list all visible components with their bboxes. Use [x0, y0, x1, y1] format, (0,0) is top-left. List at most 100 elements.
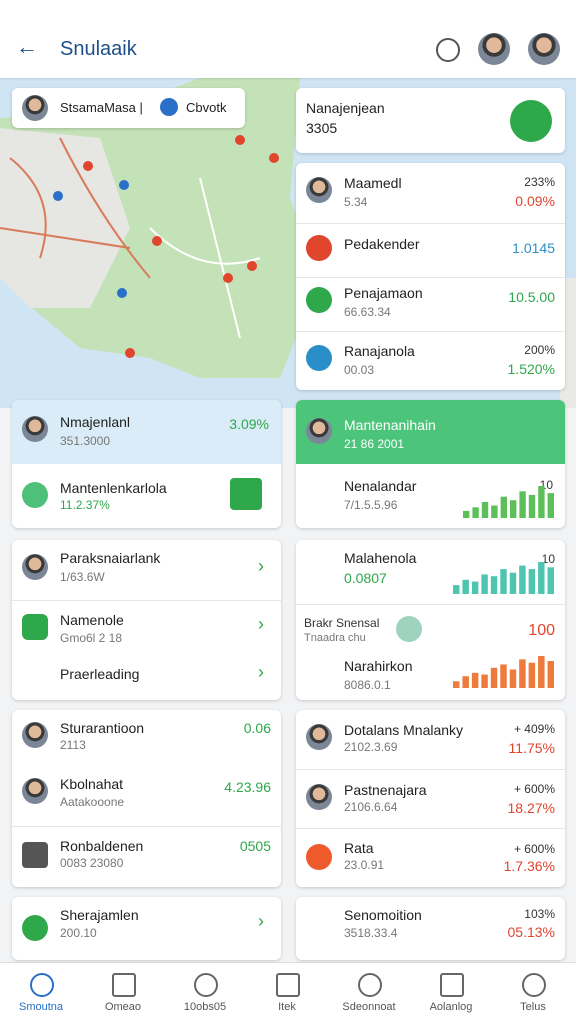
avatar[interactable]: [478, 33, 510, 65]
spark-bar: [510, 500, 517, 518]
icon: [22, 614, 48, 640]
sub: 1/63.6W: [60, 570, 105, 584]
sub: 351.3000: [60, 434, 111, 448]
avatar: [22, 722, 48, 748]
spark-bar: [481, 502, 489, 518]
spark-bar: [519, 491, 526, 518]
name: Sturarantioon: [60, 720, 145, 736]
nav-icon: [276, 973, 300, 997]
spark-bar: [509, 669, 517, 688]
icon: [396, 616, 422, 642]
spark-bar: [500, 496, 507, 518]
sub: 66.63.34: [344, 305, 391, 319]
nav-item[interactable]: Omeao: [82, 963, 164, 1025]
name: Sherajamlen: [60, 907, 139, 923]
spark-bar: [547, 661, 554, 688]
value: 0.09%: [515, 193, 555, 209]
chevron[interactable]: ›: [258, 911, 264, 931]
icon: [306, 235, 332, 261]
value: 11.75%: [508, 740, 555, 756]
value: 05.13%: [507, 924, 555, 940]
spark-bar: [471, 672, 479, 688]
value: 103%: [524, 907, 555, 921]
card: Sturarantioon 2113 0.06 Kbolnahat Aatako…: [12, 710, 281, 887]
card: Dotalans Mnalanky 2102.3.69 + 409% 11.75…: [296, 710, 565, 887]
icon: [22, 915, 48, 941]
value: 1.0145: [512, 240, 555, 256]
card: Paraksnaiarlank 1/63.6W › Namenole Gmo6l…: [12, 540, 281, 700]
sub: Gmo6l 2 18: [60, 631, 123, 645]
avatar: [306, 177, 332, 203]
sub: 3518.33.4: [344, 926, 398, 940]
chevron[interactable]: ›: [258, 614, 264, 634]
list-card: Maamedl 5.34 233% 0.09% Pedakender 1.014…: [296, 163, 565, 390]
nav-icon: [358, 973, 382, 997]
nav-label: Omeao: [104, 1001, 142, 1013]
nav-label: Sdeonnoat: [342, 1001, 396, 1013]
sparkline: [453, 656, 554, 688]
name: Pedakender: [344, 236, 420, 252]
avatar: [306, 724, 332, 750]
icon: [306, 287, 332, 313]
avatar: [22, 554, 48, 580]
spark-bar: [528, 494, 536, 518]
chevron[interactable]: ›: [258, 662, 264, 682]
spark-bar: [490, 667, 498, 688]
spark-bar: [472, 507, 479, 518]
value: 0.06: [243, 720, 271, 736]
sub: Aatakooone: [60, 795, 125, 809]
sub: Tnaadra chu: [304, 632, 366, 644]
card: Mantenanihain 21 86 2001 Nenalandar 7/1.…: [296, 400, 565, 528]
spark-bar: [509, 572, 517, 594]
nav-item[interactable]: Itek: [246, 963, 328, 1025]
nav-item[interactable]: Smoutna: [0, 963, 82, 1025]
spark-bar: [547, 493, 554, 518]
avatar: [306, 784, 332, 810]
nav-icon: [440, 973, 464, 997]
value: + 600%: [513, 842, 555, 856]
title: Snulaaik: [60, 38, 137, 60]
spark-bar: [500, 569, 507, 594]
spark-bar: [528, 662, 536, 688]
nav-item[interactable]: 10obs05: [164, 963, 246, 1025]
value: 233%: [524, 175, 555, 189]
spark-bar: [538, 486, 545, 518]
nav-label: Itek: [278, 1001, 296, 1013]
nav-icon: [30, 973, 54, 997]
spark-bar: [481, 674, 488, 688]
name: Kbolnahat: [60, 776, 124, 792]
nav-icon: [522, 973, 546, 997]
notification-icon[interactable]: [436, 38, 460, 62]
sparkline: [463, 486, 554, 518]
sub: 5.34: [344, 195, 368, 209]
bottom-nav: Smoutna Omeao 10obs05 Itek Sdeonnoat Aolanlog…: [0, 962, 576, 1025]
sub: 23.0.91: [344, 858, 385, 872]
chevron[interactable]: ›: [258, 556, 264, 576]
name: Senomoition: [344, 907, 422, 923]
name: Mantenanihain: [344, 417, 436, 433]
value: 100: [528, 622, 555, 639]
app-bar: ← Snulaaik: [0, 0, 576, 78]
nav-label: Smoutna: [18, 1001, 64, 1013]
name: Mantenlenkarlola: [60, 480, 167, 496]
value: 10: [541, 552, 555, 566]
spark-bar: [500, 664, 507, 688]
spark-bar: [481, 574, 488, 594]
spark-bar: [547, 567, 554, 594]
search-chip[interactable]: StsamaMasa | Cbvotk: [12, 88, 245, 128]
name: Ronbaldenen: [60, 838, 144, 854]
icon: [510, 100, 552, 142]
nav-icon: [194, 973, 218, 997]
nav-label: Telus: [520, 1001, 546, 1013]
value: + 600%: [513, 782, 555, 796]
name: Nenalandar: [344, 478, 417, 494]
back-button[interactable]: ←: [16, 34, 38, 59]
nav-item[interactable]: Aolanlog: [410, 963, 492, 1025]
avatar[interactable]: [528, 33, 560, 65]
sub: 2113: [60, 738, 86, 752]
nav-item[interactable]: Telus: [492, 963, 574, 1025]
nav-item[interactable]: Sdeonnoat: [328, 963, 410, 1025]
search-text: StsamaMasa |: [60, 100, 143, 115]
sub: 2102.3.69: [344, 740, 398, 754]
value: 4.23.96: [224, 779, 271, 795]
